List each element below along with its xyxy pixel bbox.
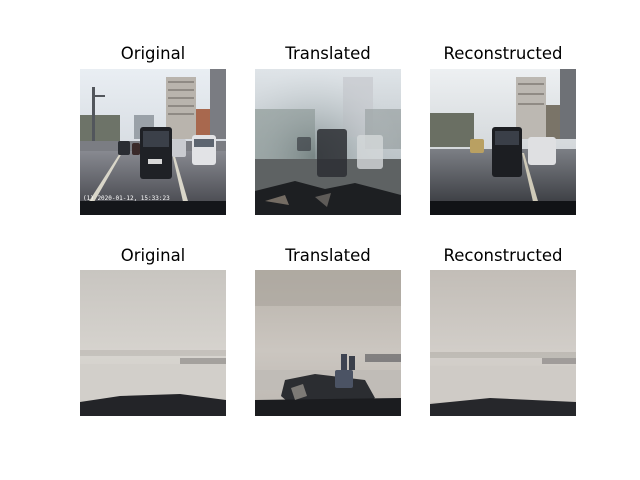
- panel-title: Original: [120, 44, 186, 63]
- street-scene-original-image: (1) 2020-01-12, 15:33:23: [80, 69, 226, 215]
- snow-road-reconstructed-image: [430, 270, 576, 416]
- snow-road-translated-image: [255, 270, 401, 416]
- panel-title: Reconstructed: [443, 44, 563, 63]
- timestamp-overlay: (1) 2020-01-12, 15:33:23: [83, 195, 170, 202]
- panel-title: Translated: [285, 246, 371, 265]
- panel-title: Original: [120, 246, 186, 265]
- panel-title: Reconstructed: [443, 246, 563, 265]
- snow-road-original-image: [80, 270, 226, 416]
- panel-title: Translated: [285, 44, 371, 63]
- street-scene-reconstructed-image: [430, 69, 576, 215]
- street-scene-translated-image: [255, 69, 401, 215]
